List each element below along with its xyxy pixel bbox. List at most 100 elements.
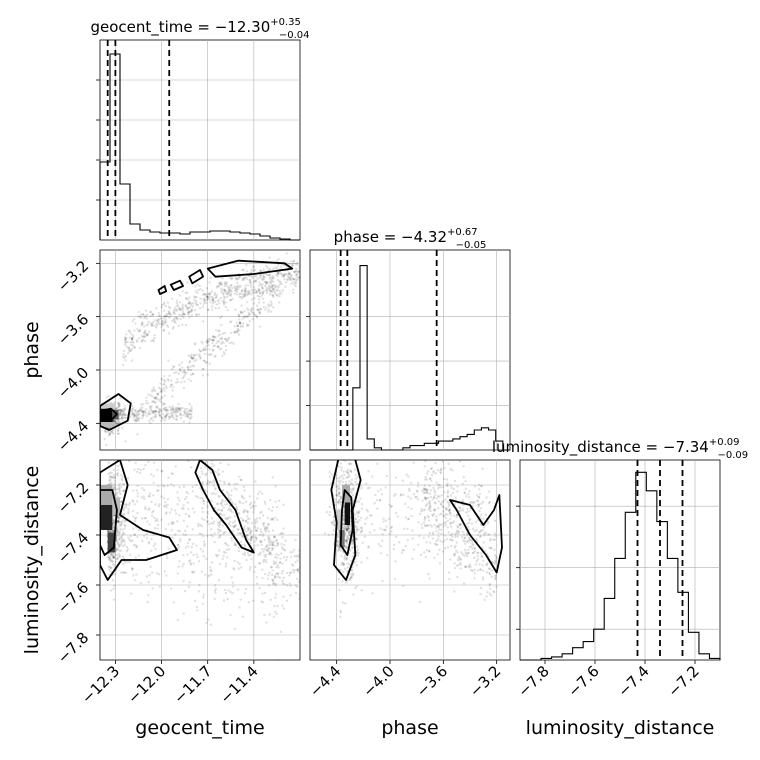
sample-point	[462, 582, 466, 585]
sample-point	[212, 299, 215, 303]
sample-point	[333, 518, 336, 522]
sample-point	[242, 315, 246, 319]
sample-point	[203, 348, 207, 352]
sample-point	[482, 541, 485, 544]
sample-point	[210, 492, 213, 496]
sample-point	[382, 520, 385, 523]
sample-point	[189, 417, 192, 421]
sample-point	[154, 413, 157, 416]
sample-point	[296, 570, 300, 573]
sample-point	[443, 477, 446, 481]
sample-point	[350, 542, 354, 546]
sample-point	[463, 554, 466, 557]
sample-point	[123, 336, 127, 339]
sample-point	[178, 409, 181, 412]
sample-point	[117, 404, 121, 407]
sample-point	[231, 511, 234, 514]
sample-point	[488, 592, 492, 595]
sample-point	[175, 378, 179, 381]
sample-point	[407, 475, 410, 478]
sample-point	[428, 507, 432, 510]
sample-point	[260, 294, 263, 298]
sample-point	[207, 343, 210, 347]
sample-point	[201, 305, 205, 308]
sample-point	[426, 524, 430, 527]
sample-point	[441, 453, 443, 455]
sample-point	[116, 428, 120, 432]
sample-point	[189, 368, 193, 372]
sample-point	[425, 478, 429, 481]
sample-point	[165, 315, 168, 318]
sample-point	[300, 587, 302, 589]
sample-point	[210, 290, 214, 293]
sample-point	[242, 278, 246, 281]
sample-point	[115, 548, 118, 551]
sample-point	[220, 323, 223, 327]
sample-point	[198, 532, 201, 535]
sample-point	[340, 468, 343, 472]
sample-point	[166, 313, 170, 316]
sample-point	[426, 488, 429, 491]
sample-point	[169, 412, 173, 415]
sample-point	[246, 323, 249, 326]
sample-point	[233, 482, 236, 486]
sample-point	[122, 489, 126, 492]
sample-point	[479, 568, 482, 572]
sample-point	[245, 277, 249, 281]
sample-point	[137, 417, 140, 420]
sample-point	[245, 558, 248, 562]
sample-point	[134, 578, 137, 582]
sample-point	[183, 410, 186, 413]
sample-point	[166, 377, 170, 381]
sample-point	[163, 408, 166, 412]
sample-point	[212, 345, 215, 348]
sample-point	[118, 529, 122, 532]
sample-point	[250, 529, 253, 532]
sample-point	[272, 582, 275, 585]
sample-point	[210, 573, 213, 576]
sample-point	[348, 532, 351, 535]
sample-point	[148, 412, 151, 415]
sample-point	[247, 529, 250, 532]
sample-point	[208, 481, 211, 484]
sample-point	[182, 370, 185, 374]
sample-point	[230, 500, 234, 504]
sample-point	[244, 315, 247, 318]
sample-point	[165, 406, 168, 409]
sample-point	[267, 549, 270, 553]
sample-point	[184, 512, 188, 516]
sample-point	[178, 407, 181, 410]
sample-point	[239, 478, 243, 482]
sample-point	[214, 296, 218, 299]
sample-point	[212, 479, 215, 482]
hist-panel-luminosity_distance: luminosity_distance = −7.34+0.09 −0.09	[492, 437, 748, 661]
sample-point	[272, 547, 275, 550]
sample-point	[235, 277, 239, 280]
sample-point	[214, 486, 217, 490]
sample-point	[224, 344, 228, 348]
sample-point	[264, 308, 267, 311]
sample-point	[468, 538, 471, 541]
sample-point	[107, 530, 110, 533]
sample-point	[342, 477, 345, 480]
sample-point	[118, 490, 121, 494]
sample-point	[267, 287, 270, 290]
sample-point	[224, 591, 228, 595]
sample-point	[115, 473, 119, 476]
sample-point	[200, 524, 203, 528]
sample-point	[272, 288, 276, 292]
sample-point	[461, 509, 465, 512]
sample-point	[279, 630, 283, 634]
sample-point	[340, 501, 343, 504]
sample-point	[190, 415, 193, 419]
sample-point	[229, 284, 232, 287]
sample-point	[253, 540, 256, 543]
sample-point	[262, 522, 265, 525]
sample-point	[378, 498, 382, 502]
sample-point	[258, 295, 261, 298]
sample-point	[182, 375, 186, 379]
sample-point	[243, 525, 246, 528]
sample-point	[187, 310, 191, 314]
sample-point	[247, 538, 251, 541]
sample-point	[122, 416, 125, 419]
